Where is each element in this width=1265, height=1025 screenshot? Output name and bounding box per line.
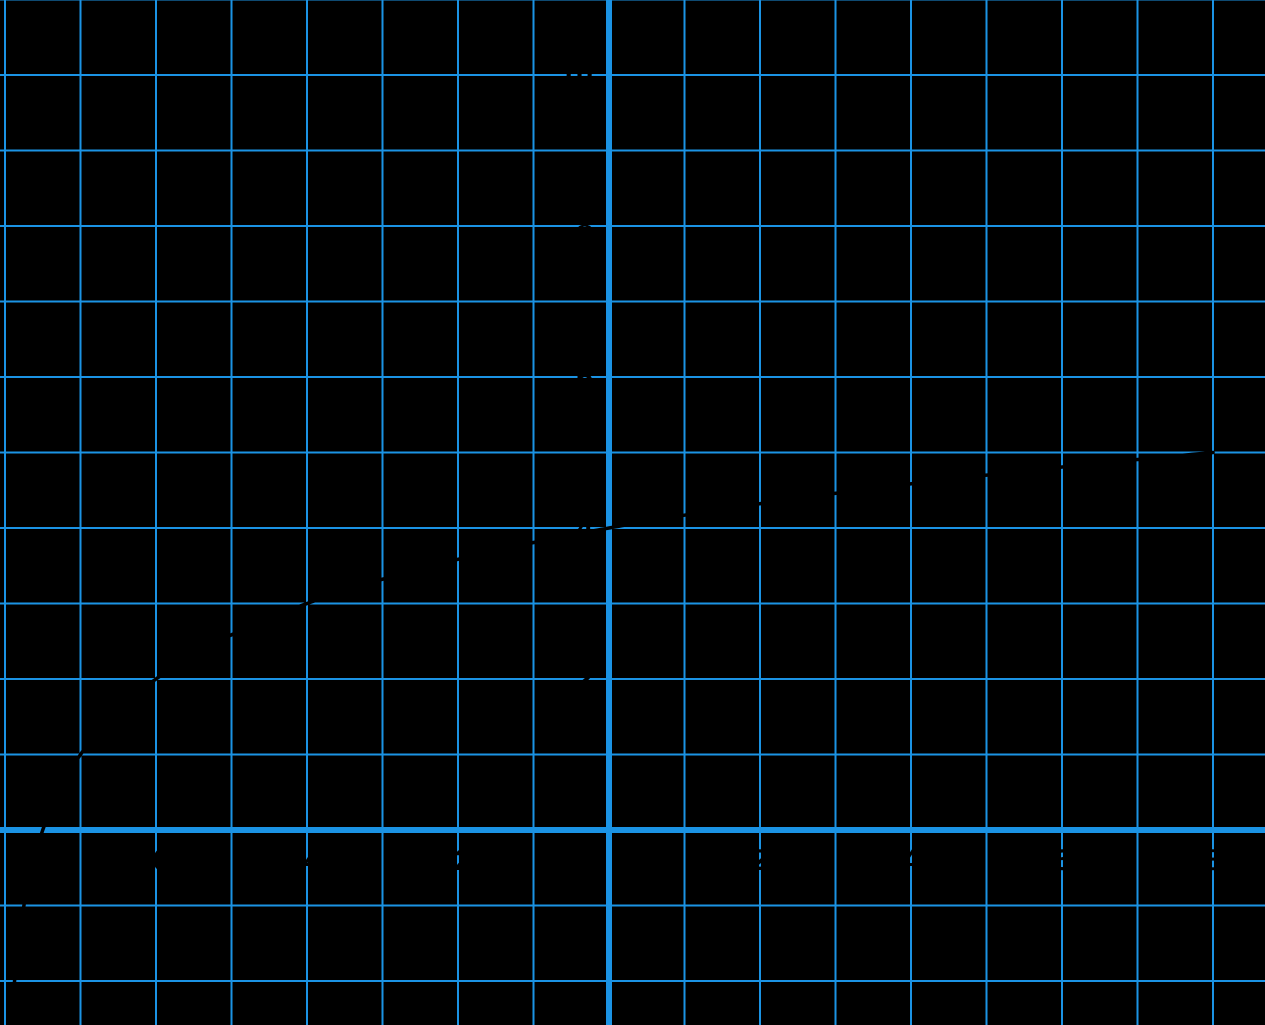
x-tick-label: 6 bbox=[1054, 844, 1071, 877]
x-tick-label: -2 bbox=[445, 844, 472, 877]
y-tick-label: 4 bbox=[576, 512, 593, 545]
y-tick-label: 8 bbox=[576, 210, 593, 243]
y-tick-label: 6 bbox=[576, 361, 593, 394]
x-tick-label: 8 bbox=[1205, 844, 1222, 877]
y-tick-label: 2 bbox=[576, 663, 593, 696]
x-tick-label: 2 bbox=[752, 844, 769, 877]
x-tick-label: 4 bbox=[903, 844, 920, 877]
x-tick-label: -4 bbox=[294, 844, 321, 877]
x-tick-label: -6 bbox=[143, 844, 170, 877]
y-tick-label: 10 bbox=[560, 59, 593, 92]
coordinate-plane-chart: -6 -4 -2 2 4 6 8 2 4 6 8 10 bbox=[0, 0, 1265, 1025]
chart-background bbox=[0, 0, 1265, 1025]
